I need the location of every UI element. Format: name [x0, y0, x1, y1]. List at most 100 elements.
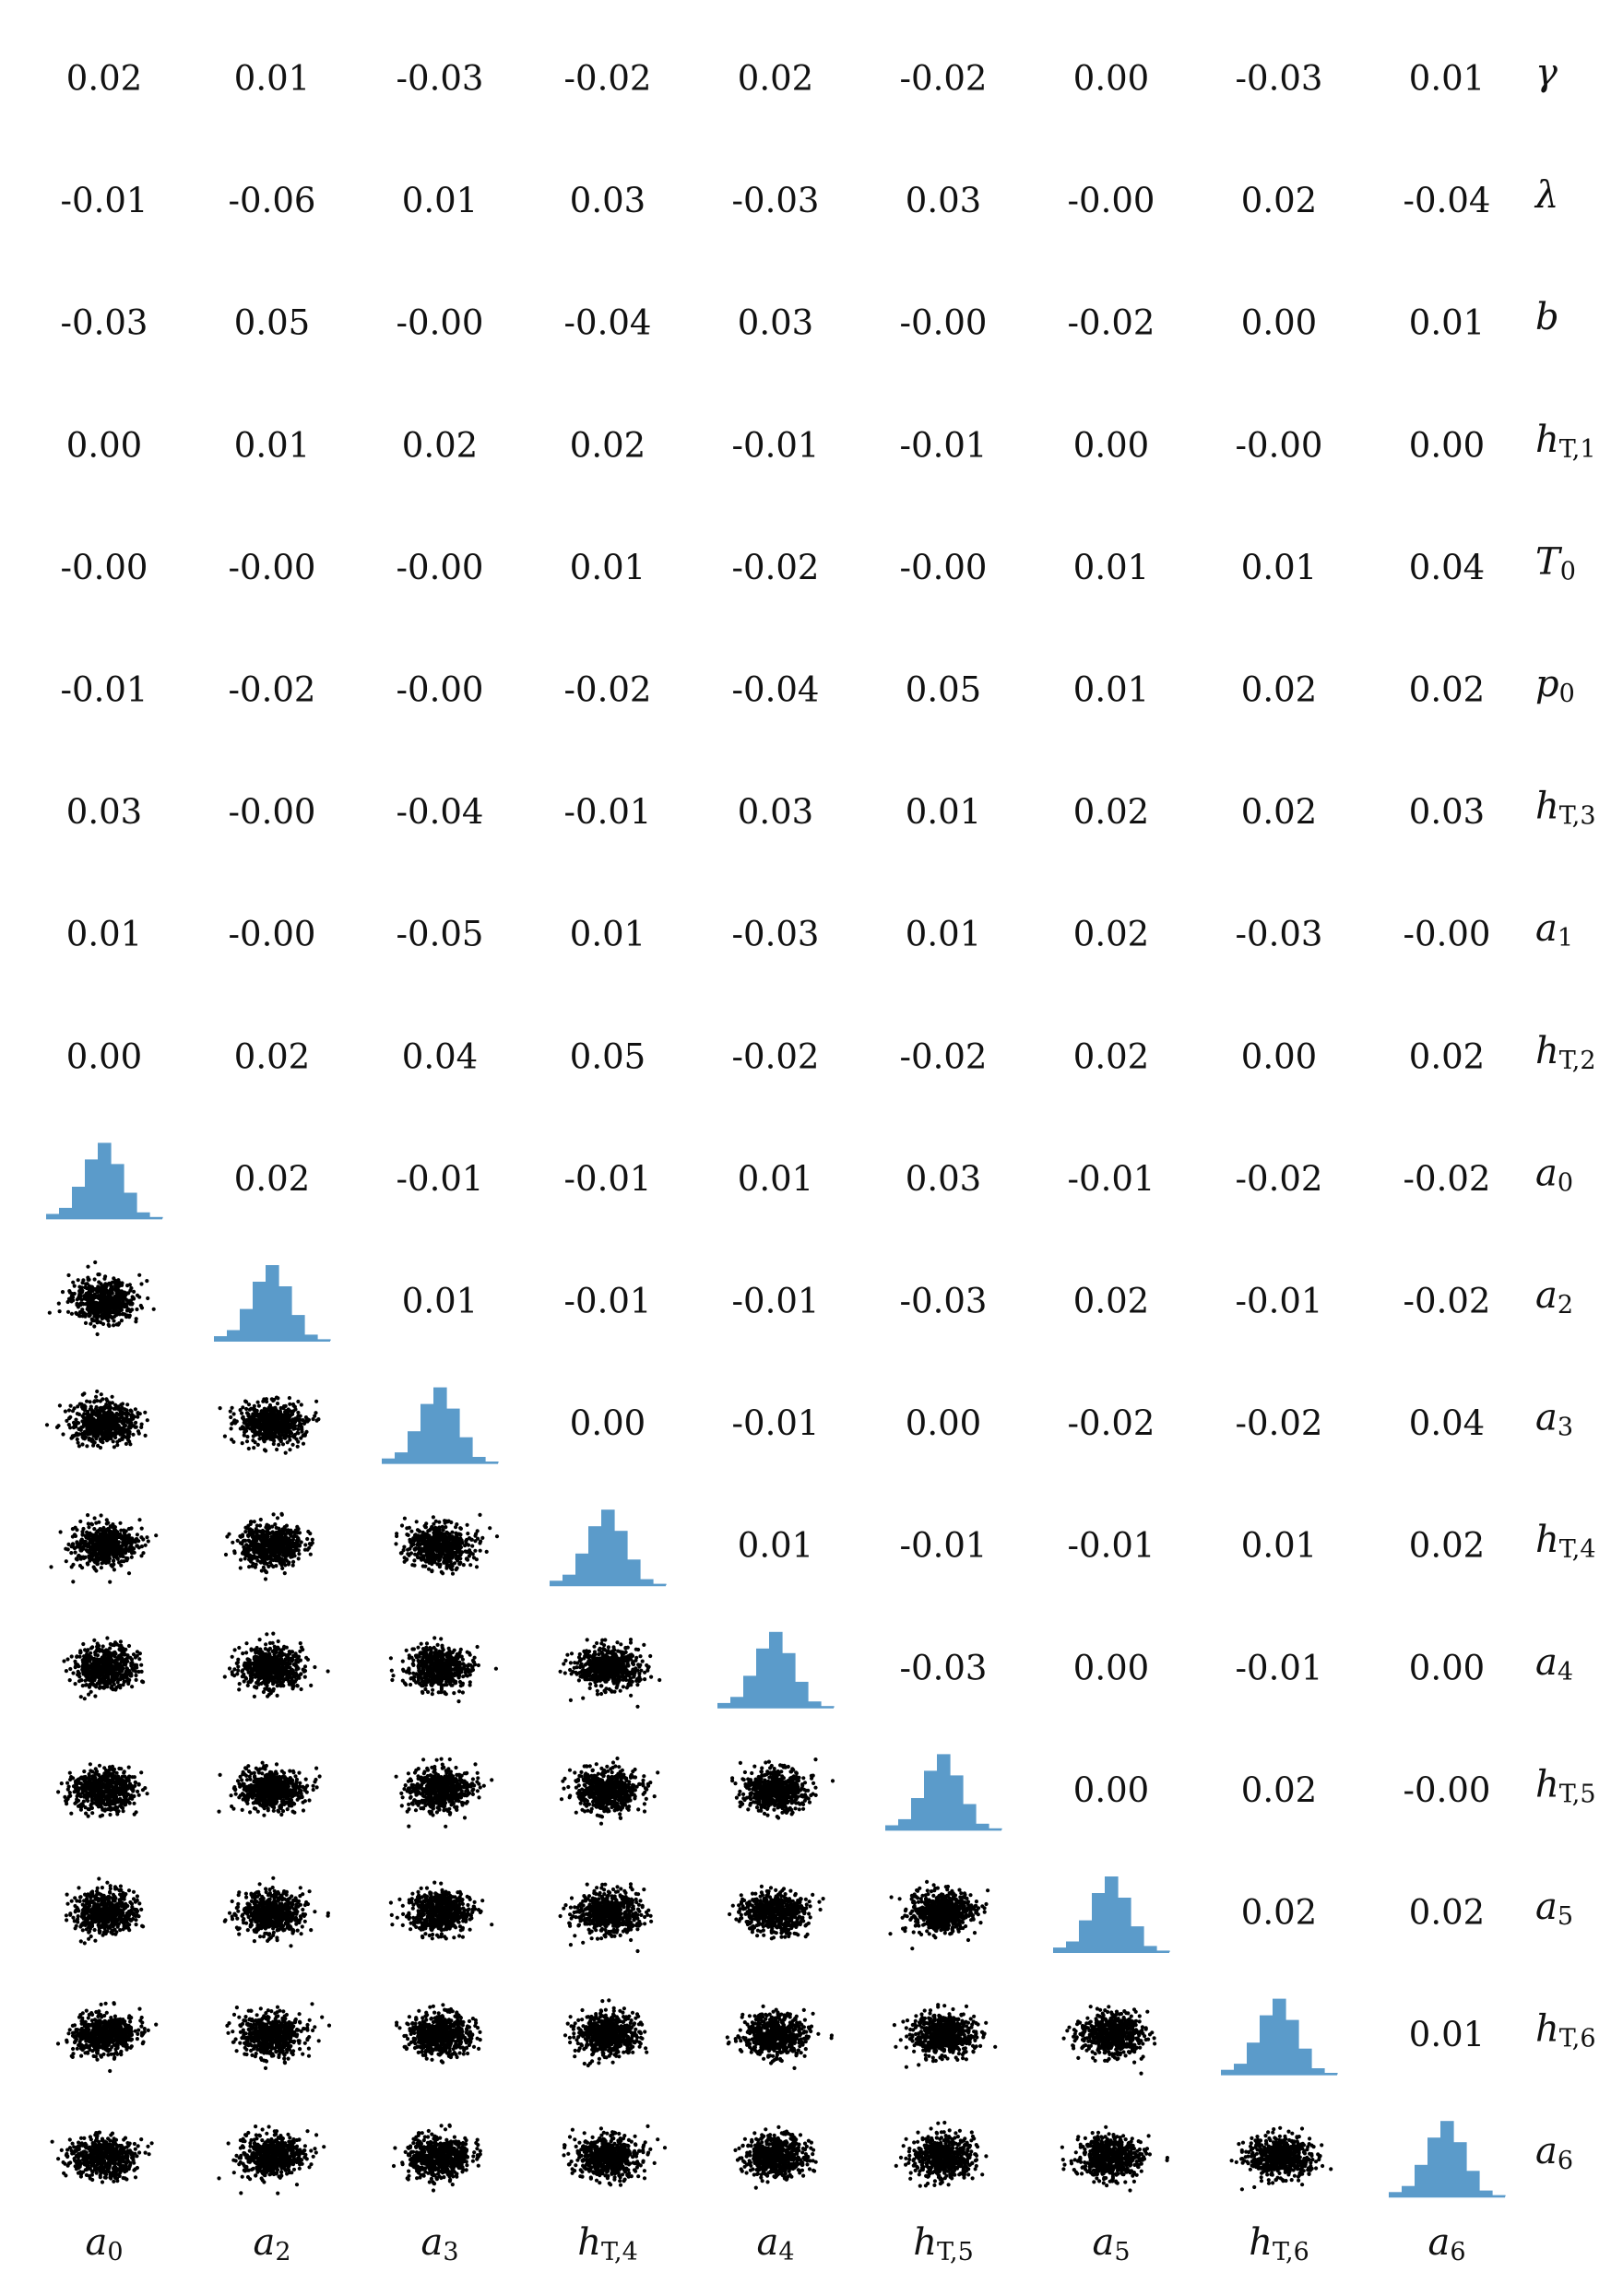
scatter-point: [313, 1664, 317, 1670]
scatter-point: [433, 1519, 438, 1523]
scatter-point: [101, 1650, 106, 1654]
scatter-point: [64, 1559, 68, 1564]
scatter-point: [276, 1639, 280, 1644]
corr-value-r5-c2: -0.00: [397, 670, 484, 710]
corr-value-r1-c4: -0.03: [732, 181, 820, 220]
scatter-point: [80, 1684, 85, 1688]
scatter-point: [473, 1548, 478, 1553]
corr-value-r2-c5: -0.00: [900, 303, 988, 343]
scatter-point: [80, 1314, 85, 1319]
scatter-point: [75, 1437, 79, 1442]
corr-value-r4-c5: -0.00: [900, 548, 988, 587]
corr-value-r0-c7: -0.03: [1236, 59, 1323, 99]
scatter-point: [253, 1648, 257, 1652]
scatter-point: [122, 1663, 126, 1667]
scatter-point: [244, 1439, 250, 1444]
scatter-point: [273, 1670, 278, 1675]
scatter-point: [258, 1436, 263, 1440]
scatter-point: [117, 1321, 122, 1326]
histogram-bar: [575, 1553, 589, 1586]
scatter-point: [85, 1411, 89, 1415]
scatter-point: [244, 1422, 249, 1426]
scatter-point: [120, 1405, 124, 1410]
scatter-point: [104, 1402, 109, 1407]
corr-value-r1-c1: -0.06: [229, 181, 316, 220]
scatter-point: [260, 1650, 265, 1654]
scatter-point: [437, 1537, 442, 1542]
scatter-point: [125, 1540, 130, 1544]
scatter-point: [398, 1551, 403, 1556]
histogram-bar: [266, 1265, 279, 1341]
scatter-point: [474, 1532, 479, 1536]
scatter-point: [77, 1293, 82, 1297]
scatter-point: [86, 1300, 90, 1305]
scatter-point: [391, 1674, 396, 1678]
scatter-point: [127, 1418, 132, 1424]
scatter-point: [70, 1534, 75, 1539]
corr-value-r11-c6: -0.02: [1068, 1403, 1155, 1443]
histogram-bar: [627, 1559, 641, 1586]
scatter-point: [110, 1418, 114, 1423]
scatter-point: [295, 1684, 300, 1688]
histogram-bar: [433, 1387, 447, 1463]
scatter-point: [103, 1530, 108, 1534]
scatter-point: [103, 1533, 108, 1538]
scatter-point: [252, 1446, 256, 1450]
scatter-point: [104, 1521, 109, 1526]
scatter-point: [295, 1444, 300, 1449]
scatter-point: [412, 1547, 418, 1552]
histogram-bar: [421, 1403, 434, 1463]
scatter-point: [80, 1425, 85, 1429]
scatter-point: [284, 1666, 289, 1671]
scatter-point: [110, 1287, 115, 1292]
scatter-point: [125, 1432, 130, 1437]
scatter-point: [266, 1431, 270, 1436]
scatter-point: [81, 1415, 86, 1420]
scatter-point: [292, 1435, 297, 1439]
scatter-point: [107, 1553, 112, 1557]
corr-value-r1-c5: 0.03: [906, 181, 981, 220]
scatter-point: [266, 1556, 270, 1561]
corr-value-r4-c3: 0.01: [570, 548, 646, 587]
scatter-point: [263, 1427, 267, 1432]
histogram-bar: [240, 1308, 254, 1341]
scatter-point: [466, 1543, 471, 1547]
corr-value-r3-c8: 0.00: [1409, 425, 1485, 465]
scatter-point: [474, 1565, 480, 1569]
scatter-point: [444, 1525, 448, 1530]
scatter-point: [75, 1557, 79, 1562]
scatter-point: [97, 1288, 101, 1293]
scatter-point: [106, 1301, 112, 1306]
scatter-point: [114, 1641, 119, 1647]
scatter-point: [291, 1403, 296, 1408]
corr-value-r6-c4: 0.03: [738, 792, 813, 832]
corr-value-r6-c1: -0.00: [229, 792, 316, 832]
scatter-point: [88, 1555, 92, 1559]
scatter-point: [74, 1417, 78, 1422]
scatter-point: [273, 1538, 278, 1543]
scatter-point: [143, 1433, 148, 1438]
scatter-point: [67, 1678, 72, 1683]
scatter-point: [85, 1399, 89, 1403]
scatter-point: [465, 1522, 469, 1527]
scatter-point: [82, 1662, 87, 1666]
corr-value-r0-c0: 0.02: [66, 59, 142, 99]
scatter-point: [241, 1405, 245, 1410]
scatter-point: [92, 1638, 97, 1642]
scatter-point: [269, 1670, 274, 1675]
scatter-point: [106, 1681, 111, 1686]
histogram-bar: [278, 1286, 292, 1341]
scatter-point: [309, 1683, 314, 1687]
scatter-point: [84, 1282, 89, 1286]
scatter-point: [90, 1296, 96, 1301]
scatter-point: [65, 1418, 69, 1423]
scatter-point: [112, 1666, 116, 1671]
scatter-panel-r2-c1: [218, 1395, 321, 1455]
scatter-point: [266, 1694, 270, 1698]
scatter-point: [255, 1442, 260, 1447]
scatter-point: [282, 1542, 287, 1546]
scatter-point: [72, 1546, 77, 1551]
scatter-point: [143, 1543, 148, 1547]
scatter-point: [66, 1272, 71, 1278]
corr-value-r12-c8: 0.02: [1409, 1526, 1485, 1566]
